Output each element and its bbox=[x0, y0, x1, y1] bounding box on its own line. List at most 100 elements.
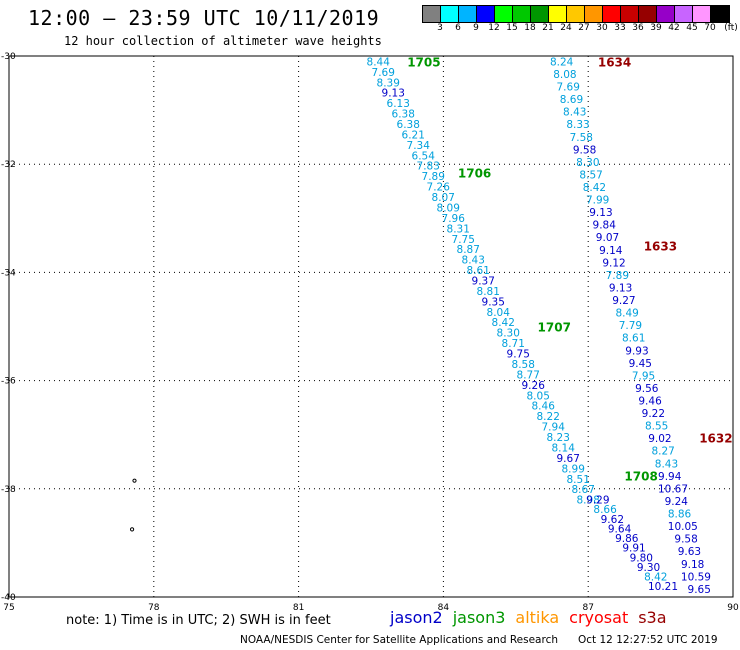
wave-height-value: 8.33 bbox=[566, 119, 589, 131]
x-tick-label: 78 bbox=[148, 603, 160, 613]
legend-swatch bbox=[531, 6, 549, 22]
legend-swatch bbox=[513, 6, 531, 22]
wave-height-value: 7.58 bbox=[570, 132, 593, 144]
x-tick-label: 90 bbox=[727, 603, 739, 613]
wave-height-value: 8.67 bbox=[572, 484, 595, 496]
legend-swatch bbox=[567, 6, 585, 22]
legend-swatch bbox=[675, 6, 693, 22]
wave-height-value: 6.21 bbox=[402, 129, 425, 141]
map-title: 12:00 — 23:59 UTC 10/11/2019 bbox=[28, 6, 380, 30]
wave-height-value: 8.05 bbox=[527, 390, 550, 402]
pass-label: 1633 bbox=[644, 239, 677, 253]
pass-label: 1634 bbox=[598, 55, 631, 69]
x-tick-label: 87 bbox=[582, 603, 593, 613]
generated-timestamp: Oct 12 12:27:52 UTC 2019 bbox=[578, 634, 718, 646]
wave-height-value: 7.83 bbox=[417, 161, 440, 173]
legend-bin-label: 45 bbox=[686, 23, 698, 33]
island-marker bbox=[132, 478, 137, 483]
wave-height-value: 6.13 bbox=[387, 98, 410, 110]
color-scale-legend bbox=[422, 5, 730, 23]
y-tick-label: -32 bbox=[1, 160, 16, 170]
wave-height-value: 9.02 bbox=[648, 433, 671, 445]
wave-height-value: 8.07 bbox=[432, 192, 455, 204]
wave-height-value: 9.65 bbox=[688, 584, 711, 596]
wave-height-value: 8.30 bbox=[576, 157, 599, 169]
y-tick-label: -38 bbox=[1, 485, 16, 495]
wave-height-value: 8.46 bbox=[532, 401, 556, 413]
wave-height-value: 8.87 bbox=[457, 244, 480, 256]
wave-height-value: 8.39 bbox=[377, 77, 400, 89]
legend-swatch bbox=[441, 6, 459, 22]
wave-height-value: 8.58 bbox=[512, 359, 535, 371]
wave-height-value: 9.84 bbox=[593, 220, 617, 232]
legend-swatch bbox=[639, 6, 657, 22]
wave-height-value: 8.44 bbox=[367, 56, 391, 68]
legend-swatch bbox=[459, 6, 477, 22]
wave-height-value: 9.24 bbox=[665, 496, 689, 508]
legend-bin-label: 36 bbox=[632, 23, 644, 33]
legend-bin-label: 33 bbox=[614, 23, 626, 33]
legend-unit: (ft) bbox=[724, 23, 738, 33]
map-subtitle: 12 hour collection of altimeter wave hei… bbox=[64, 34, 382, 48]
wave-height-value: 7.79 bbox=[619, 320, 642, 332]
wave-height-value: 8.43 bbox=[563, 107, 586, 119]
legend-swatch bbox=[585, 6, 603, 22]
wave-height-value: 8.61 bbox=[622, 333, 645, 345]
wave-height-value: 9.58 bbox=[573, 144, 596, 156]
legend-bin-label: 24 bbox=[560, 23, 572, 33]
credit-text: NOAA/NESDIS Center for Satellite Applica… bbox=[240, 634, 558, 646]
wave-height-value: 10.05 bbox=[668, 521, 698, 533]
wave-height-value: 8.71 bbox=[502, 338, 525, 350]
wave-height-value: 8.04 bbox=[487, 307, 511, 319]
wave-height-value: 7.69 bbox=[557, 82, 580, 94]
legend-swatch bbox=[549, 6, 567, 22]
wave-height-value: 6.38 bbox=[392, 109, 415, 121]
wave-height-value: 9.75 bbox=[507, 349, 530, 361]
wave-height-value: 9.29 bbox=[586, 495, 609, 507]
wave-height-value: 9.27 bbox=[612, 295, 635, 307]
legend-bin-label: 70 bbox=[704, 23, 716, 33]
legend-swatch bbox=[477, 6, 495, 22]
wave-height-value: 8.69 bbox=[560, 94, 583, 106]
legend-swatch bbox=[711, 6, 729, 22]
wave-height-value: 9.22 bbox=[642, 408, 665, 420]
wave-height-value: 8.31 bbox=[447, 223, 470, 235]
y-tick-label: -40 bbox=[1, 593, 16, 603]
wave-height-value: 9.56 bbox=[635, 383, 659, 395]
legend-swatch bbox=[657, 6, 675, 22]
y-tick-label: -36 bbox=[1, 377, 16, 387]
y-tick-label: -30 bbox=[1, 52, 16, 62]
wave-height-value: 7.94 bbox=[542, 422, 566, 434]
satellite-legend: jason2 jason3 altika cryosat s3a bbox=[390, 608, 677, 627]
wave-height-value: 9.93 bbox=[625, 345, 648, 357]
wave-height-value: 9.64 bbox=[608, 523, 632, 535]
wave-height-value: 8.55 bbox=[645, 421, 668, 433]
wave-height-value: 9.12 bbox=[602, 257, 625, 269]
wave-height-value: 8.42 bbox=[492, 317, 515, 329]
legend-swatch bbox=[495, 6, 513, 22]
satellite-name: jason2 bbox=[390, 608, 443, 627]
x-tick-label: 84 bbox=[438, 603, 450, 613]
wave-height-value: 8.42 bbox=[644, 572, 667, 584]
legend-bin-label: 39 bbox=[650, 23, 662, 33]
wave-height-value: 8.81 bbox=[477, 286, 500, 298]
satellite-name: cryosat bbox=[569, 608, 629, 627]
wave-height-value: 8.27 bbox=[651, 446, 674, 458]
wave-height-value: 7.95 bbox=[632, 370, 655, 382]
wave-height-value: 8.23 bbox=[547, 432, 570, 444]
pass-label: 1632 bbox=[699, 431, 732, 445]
wave-height-value: 7.34 bbox=[407, 140, 431, 152]
wave-height-value: 8.86 bbox=[668, 509, 692, 521]
legend-bin-label: 15 bbox=[506, 23, 518, 33]
wave-height-value: 10.21 bbox=[648, 581, 678, 593]
wave-height-value: 7.26 bbox=[427, 182, 451, 194]
wave-height-value: 9.46 bbox=[638, 396, 662, 408]
wave-height-value: 7.89 bbox=[606, 270, 629, 282]
wave-height-value: 9.63 bbox=[678, 546, 701, 558]
legend-bin-label: 9 bbox=[473, 23, 479, 33]
pass-label: 1707 bbox=[538, 321, 571, 335]
wave-height-value: 9.58 bbox=[674, 534, 697, 546]
wave-height-value: 8.24 bbox=[550, 56, 574, 68]
wave-height-value: 8.66 bbox=[593, 504, 617, 516]
pass-label: 1708 bbox=[624, 469, 657, 483]
